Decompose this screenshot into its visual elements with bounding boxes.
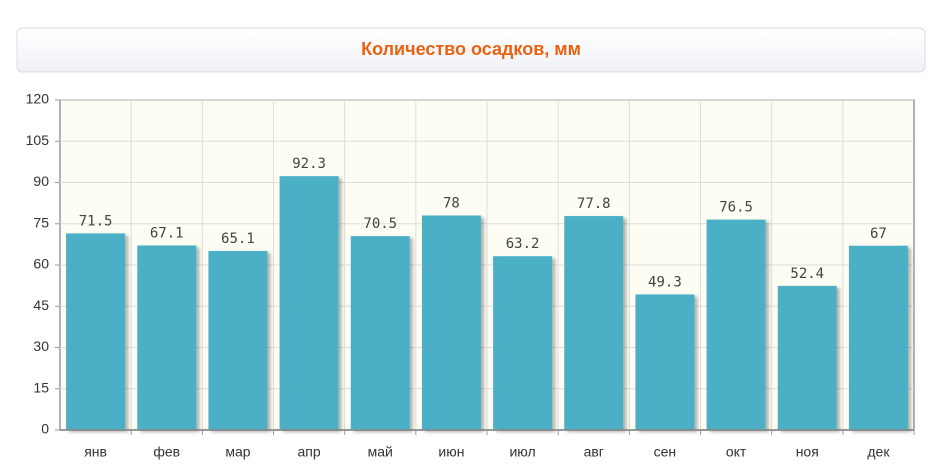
value-label: 67 (870, 226, 887, 242)
y-tick-label: 60 (33, 256, 49, 272)
bar (421, 215, 481, 430)
value-label: 49.3 (648, 274, 682, 290)
y-tick-label: 30 (33, 338, 49, 354)
y-tick-label: 90 (33, 173, 49, 189)
value-label: 67.1 (150, 225, 184, 241)
bar (777, 285, 837, 430)
x-tick-label: сен (654, 444, 677, 460)
bar (350, 236, 410, 430)
x-tick-label: мар (225, 444, 250, 460)
bar (493, 256, 553, 430)
bar (279, 176, 339, 430)
x-tick-label: май (368, 444, 393, 460)
title-box (16, 27, 926, 73)
bar (66, 233, 126, 430)
x-tick-label: июн (438, 444, 464, 460)
x-tick-label: ноя (796, 444, 819, 460)
value-label: 78 (443, 196, 460, 212)
chart-title: Количество осадков, мм (361, 39, 581, 59)
bar (208, 250, 268, 430)
x-tick-label: дек (867, 444, 890, 460)
x-tick-label: янв (84, 444, 107, 460)
x-tick-label: апр (298, 444, 321, 460)
value-label: 92.3 (292, 156, 326, 172)
value-label: 71.5 (79, 213, 113, 229)
value-label: 52.4 (790, 266, 824, 282)
bar (635, 294, 695, 430)
x-tick-label: авг (584, 444, 604, 460)
value-label: 77.8 (577, 196, 611, 212)
value-label: 65.1 (221, 231, 255, 247)
y-tick-label: 105 (26, 132, 50, 148)
bar (706, 219, 766, 430)
y-tick-label: 15 (33, 379, 49, 395)
y-tick-label: 75 (33, 214, 49, 230)
bar (564, 216, 624, 430)
y-tick-label: 45 (33, 297, 49, 313)
bar (137, 245, 197, 430)
value-label: 76.5 (719, 200, 753, 216)
y-tick-label: 120 (26, 91, 50, 107)
x-tick-label: фев (153, 444, 180, 460)
x-tick-label: июл (509, 444, 535, 460)
x-tick-label: окт (726, 444, 747, 460)
y-tick-label: 0 (41, 421, 49, 437)
bar (848, 245, 908, 430)
value-label: 63.2 (506, 236, 540, 252)
value-label: 70.5 (363, 216, 397, 232)
